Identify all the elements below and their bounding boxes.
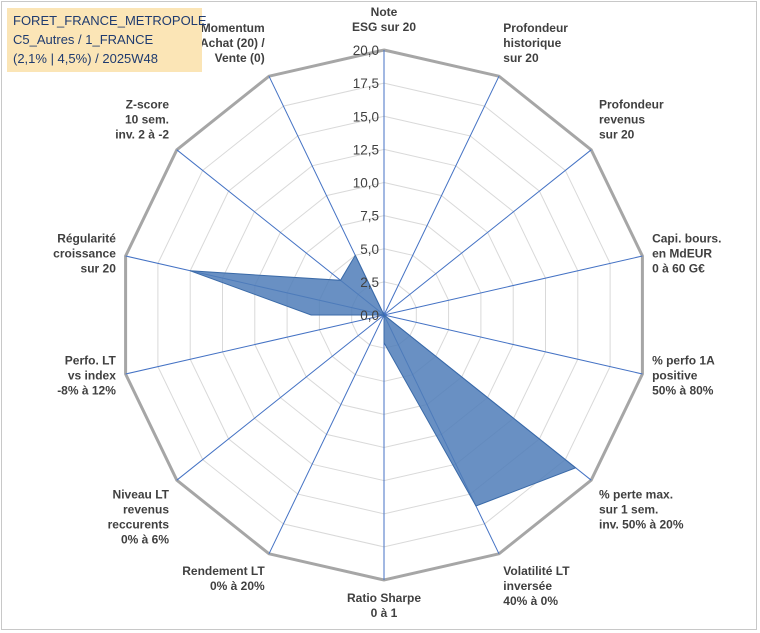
axis-label: % perte max. <box>599 488 673 502</box>
axis-label-group: % perte max.sur 1 sem.inv. 50% à 20% <box>599 488 684 532</box>
axis-label: Note <box>371 5 398 19</box>
axis-spoke <box>268 314 385 555</box>
axis-label: sur 20 <box>81 261 117 275</box>
axis-label: inversée <box>503 579 552 593</box>
chart-title-box: FORET_FRANCE_METROPOLE C5_Autres / 1_FRA… <box>7 8 207 72</box>
axis-label: inv. 2 à -2 <box>115 128 169 142</box>
axis-label: sur 20 <box>503 51 539 65</box>
axis-label: vs index <box>68 369 116 383</box>
axis-label: Profondeur <box>599 98 664 112</box>
tick-label: 7,5 <box>360 209 379 224</box>
axis-label: positive <box>652 369 698 383</box>
tick-label: 12,5 <box>353 142 379 157</box>
axis-label: Rendement LT <box>182 564 265 578</box>
axis-label: 0 à 1 <box>371 606 398 620</box>
radar-series <box>190 254 577 507</box>
axis-label: Profondeur <box>503 21 568 35</box>
axis-label: 40% à 0% <box>503 594 558 608</box>
axis-label: Vente (0) <box>215 51 265 65</box>
tick-label: 10,0 <box>353 176 379 191</box>
axis-label: reccurents <box>108 518 170 532</box>
axis-label: 10 sem. <box>125 113 169 127</box>
title-line-3: (2,1% | 4,5%) / 2025W48 <box>13 51 159 66</box>
axis-spoke <box>176 314 385 481</box>
axis-label: % perfo 1A <box>652 354 715 368</box>
axis-label: 0 à 60 G€ <box>652 261 705 275</box>
tick-label: 15,0 <box>353 109 379 124</box>
tick-label: 20,0 <box>353 43 379 58</box>
axis-label: Ratio Sharpe <box>347 591 421 605</box>
tick-label: 2,5 <box>360 275 379 290</box>
tick-label: 5,0 <box>360 242 379 257</box>
axis-label: Achat (20) / <box>200 36 265 50</box>
axis-spoke <box>383 255 643 316</box>
axis-label: sur 20 <box>599 128 635 142</box>
axis-label: inv. 50% à 20% <box>599 518 684 532</box>
axis-label: en MdEUR <box>652 246 712 260</box>
axis-label: ESG sur 20 <box>352 20 416 34</box>
tick-label: 17,5 <box>353 76 379 91</box>
axis-spoke <box>383 314 643 375</box>
axis-label: 0% à 20% <box>210 579 265 593</box>
axis-label: 0% à 6% <box>121 533 169 547</box>
axis-spoke <box>383 75 500 316</box>
axis-label: 50% à 80% <box>652 384 714 398</box>
axis-label: Perfo. LT <box>65 354 117 368</box>
title-line-1: FORET_FRANCE_METROPOLE <box>13 13 207 28</box>
radar-axes <box>125 50 643 580</box>
axis-label: Niveau LT <box>113 488 170 502</box>
axis-label: Capi. bours. <box>652 231 721 245</box>
title-line-2: C5_Autres / 1_FRANCE <box>13 32 154 47</box>
axis-label: historique <box>503 36 561 50</box>
axis-label-group: Rendement LT0% à 20% <box>182 564 265 593</box>
axis-label: sur 1 sem. <box>599 503 658 517</box>
axis-spoke <box>125 314 385 375</box>
axis-label: croissance <box>53 246 116 260</box>
axis-label: Z-score <box>126 98 170 112</box>
axis-spoke <box>383 149 592 316</box>
axis-label: -8% à 12% <box>57 384 116 398</box>
axis-label: revenus <box>599 113 645 127</box>
tick-label: 0,0 <box>360 308 379 323</box>
axis-label: Régularité <box>57 231 116 245</box>
axis-label: Momentum <box>201 21 265 35</box>
axis-label: revenus <box>123 503 169 517</box>
series-area <box>190 254 577 507</box>
axis-label: Volatilité LT <box>503 564 570 578</box>
radar-tick-labels: 0,0 2,5 5,0 7,5 10,0 12,5 15,0 17,5 20,0 <box>353 43 379 323</box>
